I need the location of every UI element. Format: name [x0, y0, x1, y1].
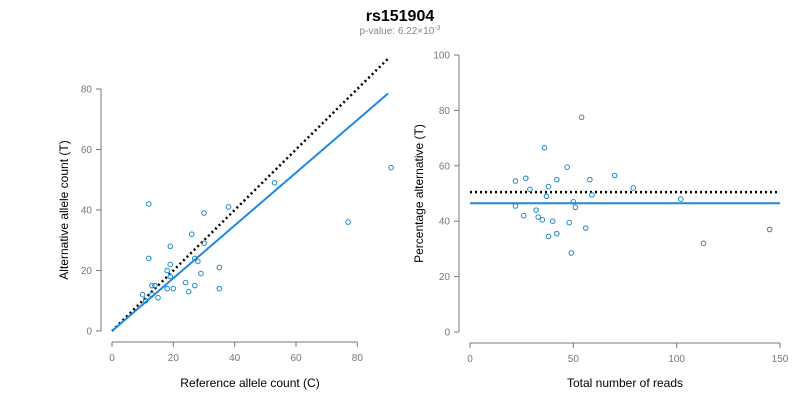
left-x-tick-label: 20	[168, 353, 180, 364]
right-y-tick-label: 100	[433, 51, 450, 62]
right-data-point	[700, 240, 707, 247]
right-data-point	[564, 164, 570, 170]
right-y-tick-label: 80	[439, 106, 451, 117]
right-data-point	[543, 193, 550, 200]
right-data-point	[630, 185, 637, 191]
left-data-point	[201, 210, 207, 216]
left-data-point	[195, 258, 201, 265]
left-data-point	[167, 243, 174, 250]
left-data-point	[164, 267, 170, 274]
figure-title: rs151904	[366, 8, 435, 25]
right-y-tick-label: 20	[439, 272, 451, 283]
left-data-point	[188, 231, 195, 237]
right-data-point	[539, 217, 546, 223]
left-scatter-panel: 0 20 40 60 80 0 20 40 60 80 Reference allele count…	[57, 57, 394, 390]
left-expected-dotted-line	[111, 57, 389, 332]
left-data-point	[271, 179, 278, 186]
pvalue-label: p-value: 6.22×10-3	[359, 25, 440, 37]
left-data-point	[139, 291, 146, 298]
right-data-point	[572, 204, 579, 211]
right-data-point	[587, 176, 593, 183]
right-data-point	[568, 250, 575, 256]
right-x-tick-label: 0	[467, 354, 473, 365]
right-x-axis-label: Total number of reads	[567, 376, 683, 390]
left-y-tick-label: 20	[81, 266, 93, 277]
left-y-tick-label: 80	[81, 85, 93, 96]
left-data-point	[170, 285, 177, 292]
right-data-point	[570, 199, 577, 205]
left-fit-line	[111, 92, 389, 332]
right-data-point	[520, 212, 527, 219]
left-data-point	[192, 282, 198, 289]
left-data-point	[345, 219, 351, 225]
right-data-point	[535, 214, 542, 220]
right-data-point	[611, 172, 618, 179]
right-data-point	[527, 186, 533, 193]
pvalue-exponent: -3	[434, 25, 440, 32]
left-data-point	[142, 297, 149, 304]
right-y-tick-label: 0	[444, 328, 450, 339]
left-y-tick-label: 60	[81, 145, 93, 156]
right-data-point	[549, 218, 556, 224]
right-x-tick-label: 150	[772, 354, 789, 365]
right-data-point	[545, 183, 552, 190]
left-data-point	[185, 288, 192, 295]
right-data-point	[554, 176, 560, 183]
right-x-tick-label: 100	[668, 354, 685, 365]
right-data-point	[541, 144, 548, 151]
left-data-point	[198, 270, 204, 277]
left-x-axis-label: Reference allele count (C)	[180, 376, 319, 390]
right-data-point	[766, 226, 773, 233]
left-x-tick-label: 80	[352, 353, 364, 364]
left-data-point	[216, 285, 223, 292]
left-data-point	[149, 282, 155, 289]
left-y-tick-label: 40	[81, 206, 93, 217]
right-data-point	[512, 178, 519, 184]
left-data-point	[182, 279, 189, 286]
pvalue-text: p-value: 6.22×10	[359, 26, 434, 37]
right-x-tick-label: 50	[568, 354, 580, 365]
right-y-axis-label: Percentage alternative (T)	[412, 124, 426, 263]
right-data-point	[589, 192, 595, 198]
left-x-tick-label: 40	[229, 353, 241, 364]
right-data-point	[545, 233, 552, 240]
left-data-point	[167, 273, 174, 280]
left-data-point	[192, 255, 198, 262]
left-data-point	[149, 291, 155, 298]
right-data-point	[523, 175, 529, 182]
right-data-point	[582, 225, 589, 231]
right-data-point	[678, 196, 684, 202]
left-data-point	[225, 204, 232, 210]
left-data-point	[216, 264, 223, 271]
left-data-point	[201, 240, 207, 247]
right-y-tick-label: 40	[439, 217, 451, 228]
left-data-point	[152, 282, 158, 289]
left-data-point	[164, 285, 170, 292]
left-data-point	[167, 261, 174, 268]
right-data-point	[578, 114, 585, 121]
left-data-point	[155, 294, 161, 301]
left-y-axis-label: Alternative allele count (T)	[57, 140, 71, 279]
right-data-point	[512, 203, 519, 209]
right-data-point	[533, 207, 539, 213]
left-data-point	[146, 201, 152, 207]
right-y-tick-label: 60	[439, 161, 451, 172]
left-y-tick-label: 0	[86, 327, 92, 338]
left-data-point	[388, 164, 394, 171]
right-data-point	[566, 219, 573, 226]
right-data-point	[554, 230, 560, 237]
left-x-tick-label: 60	[290, 353, 302, 364]
left-data-point	[146, 255, 152, 262]
right-scatter-panel: 0 50 100 150 0 20 40 60 80 100 Total number of rea…	[412, 51, 789, 391]
left-x-tick-label: 0	[109, 353, 115, 364]
